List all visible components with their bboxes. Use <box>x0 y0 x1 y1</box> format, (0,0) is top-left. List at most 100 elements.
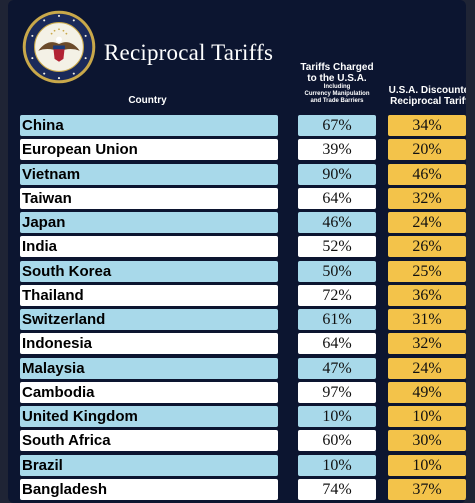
charged-cell: 52% <box>298 236 376 258</box>
country-cell: Vietnam <box>20 163 278 185</box>
column-header-discounted: U.S.A. Discounted Reciprocal Tariffs <box>380 85 466 107</box>
charged-cell: 67% <box>298 115 376 136</box>
table-row: Switzerland 61% 31% <box>8 309 466 330</box>
table-row: Malaysia 47% 24% <box>8 357 466 379</box>
country-cell-text: United Kingdom <box>22 408 138 425</box>
charged-header-sub1: Including <box>323 84 351 90</box>
discounted-cell-text: 10% <box>412 408 442 425</box>
charged-cell-text: 47% <box>322 359 352 377</box>
discounted-cell-text: 49% <box>412 383 442 401</box>
discounted-cell-text: 46% <box>412 165 442 183</box>
table-row: United Kingdom 10% 10% <box>8 406 466 427</box>
presidential-seal-icon <box>22 10 96 84</box>
discounted-cell-text: 20% <box>412 141 442 159</box>
discounted-cell-text: 10% <box>412 456 442 474</box>
discounted-cell: 32% <box>388 187 466 209</box>
discounted-cell: 49% <box>388 381 466 403</box>
charged-cell-text: 52% <box>322 238 352 256</box>
charged-header-sub2: Currency Manipulation <box>304 90 370 97</box>
discounted-cell: 20% <box>388 139 466 161</box>
country-cell: Thailand <box>20 284 278 306</box>
country-cell: South Africa <box>20 430 278 452</box>
country-cell: Cambodia <box>20 381 278 403</box>
charged-cell: 90% <box>298 163 376 185</box>
table-row: European Union 39% 20% <box>8 139 466 161</box>
country-cell: United Kingdom <box>20 406 278 427</box>
discounted-cell: 30% <box>388 430 466 452</box>
discounted-cell-text: 34% <box>412 117 442 134</box>
discounted-cell: 10% <box>388 454 466 476</box>
country-cell: Malaysia <box>20 357 278 379</box>
column-header-country: Country <box>128 95 167 106</box>
charged-cell: 47% <box>298 357 376 379</box>
country-cell-text: Malaysia <box>22 359 85 377</box>
charged-cell: 46% <box>298 212 376 233</box>
charged-cell-text: 50% <box>322 262 352 280</box>
country-cell-text: Cambodia <box>22 383 95 401</box>
discounted-cell: 10% <box>388 406 466 427</box>
country-cell-text: Bangladesh <box>22 480 108 498</box>
discounted-header-line1: U.S.A. Discounted <box>388 85 466 96</box>
table-row: Vietnam 90% 46% <box>8 163 466 185</box>
discounted-cell-text: 24% <box>412 214 442 231</box>
charged-cell-text: 10% <box>322 456 352 474</box>
table-row: Bangladesh 74% 37% <box>8 478 466 500</box>
country-cell: India <box>20 236 278 258</box>
charged-cell: 61% <box>298 309 376 330</box>
discounted-header-line2: Reciprocal Tariffs <box>390 95 466 107</box>
charged-cell: 50% <box>298 260 376 282</box>
charged-cell-text: 74% <box>322 480 352 498</box>
discounted-cell: 34% <box>388 115 466 136</box>
charged-cell-text: 60% <box>322 432 352 450</box>
discounted-cell: 31% <box>388 309 466 330</box>
country-cell: European Union <box>20 139 278 161</box>
country-cell-text: Vietnam <box>22 165 81 183</box>
discounted-cell-text: 32% <box>412 335 442 353</box>
charged-cell: 60% <box>298 430 376 452</box>
country-cell-text: European Union <box>22 141 138 159</box>
charged-cell-text: 10% <box>322 408 352 425</box>
country-cell: Indonesia <box>20 333 278 355</box>
discounted-cell: 24% <box>388 212 466 233</box>
charged-cell-text: 67% <box>322 117 352 134</box>
charged-cell: 64% <box>298 333 376 355</box>
country-cell-text: Thailand <box>22 286 84 304</box>
charged-cell-text: 64% <box>322 189 352 207</box>
discounted-cell: 36% <box>388 284 466 306</box>
table-row: South Korea 50% 25% <box>8 260 466 282</box>
charged-cell: 97% <box>298 381 376 403</box>
discounted-cell: 32% <box>388 333 466 355</box>
charged-cell: 39% <box>298 139 376 161</box>
column-header-charged: Tariffs Charged to the U.S.A. Including … <box>296 62 378 105</box>
country-cell-text: China <box>22 117 64 134</box>
discounted-cell: 46% <box>388 163 466 185</box>
country-cell: China <box>20 115 278 136</box>
table-row: China 67% 34% <box>8 115 466 136</box>
country-cell-text: South Africa <box>22 432 111 450</box>
discounted-cell-text: 37% <box>412 480 442 498</box>
charged-cell: 72% <box>298 284 376 306</box>
country-cell-text: Taiwan <box>22 189 72 207</box>
charged-cell-text: 61% <box>322 311 352 328</box>
table-row: Japan 46% 24% <box>8 212 466 233</box>
country-cell: Switzerland <box>20 309 278 330</box>
charged-cell-text: 90% <box>322 165 352 183</box>
table-row: Indonesia 64% 32% <box>8 333 466 355</box>
discounted-cell: 37% <box>388 478 466 500</box>
page-title: Reciprocal Tariffs <box>104 40 274 65</box>
country-cell: Japan <box>20 212 278 233</box>
charged-header-line2: to the U.S.A. <box>307 72 367 84</box>
discounted-cell-text: 30% <box>412 432 442 450</box>
country-cell-text: Brazil <box>22 456 63 474</box>
charged-cell: 10% <box>298 454 376 476</box>
discounted-cell-text: 25% <box>412 262 442 280</box>
country-cell-text: Switzerland <box>22 311 106 328</box>
charged-cell: 74% <box>298 478 376 500</box>
discounted-cell: 26% <box>388 236 466 258</box>
table-row: Thailand 72% 36% <box>8 284 466 306</box>
country-cell-text: India <box>22 238 58 256</box>
discounted-cell: 24% <box>388 357 466 379</box>
discounted-cell-text: 32% <box>412 189 442 207</box>
country-cell-text: Japan <box>22 214 66 231</box>
table-row: Taiwan 64% 32% <box>8 187 466 209</box>
